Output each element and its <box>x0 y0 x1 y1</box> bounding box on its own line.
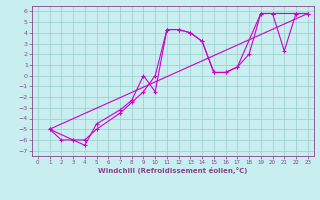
X-axis label: Windchill (Refroidissement éolien,°C): Windchill (Refroidissement éolien,°C) <box>98 167 247 174</box>
